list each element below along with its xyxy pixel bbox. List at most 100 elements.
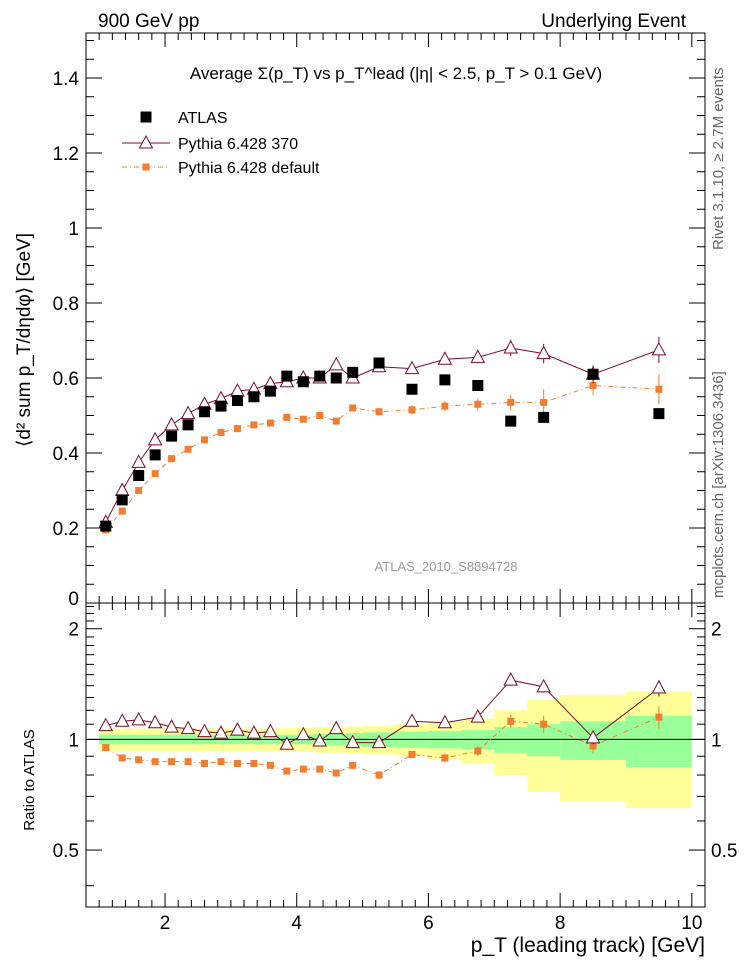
data-point [653, 408, 665, 420]
data-point [404, 713, 420, 727]
data-point [201, 436, 209, 444]
data-point [102, 744, 110, 752]
data-point [437, 714, 453, 729]
data-point [349, 761, 357, 769]
data-point [437, 351, 453, 365]
data-point [131, 454, 147, 468]
data-point [250, 421, 258, 429]
data-point [375, 408, 383, 416]
ratio-tick-label-right: 2 [711, 620, 722, 641]
data-point [98, 717, 114, 732]
data-point [540, 720, 548, 728]
data-point [184, 758, 192, 766]
main-panel: 0 0.2 0.4 0.6 0.8 1 1.2 1.4 [53, 32, 706, 907]
data-point [263, 723, 278, 738]
data-point [215, 400, 227, 412]
data-point [231, 395, 243, 406]
data-point [168, 758, 176, 766]
ratio-tick-label: 1 [68, 730, 79, 751]
data-point [316, 765, 324, 773]
data-point [248, 391, 260, 403]
data-point [151, 470, 159, 478]
ratio-tick-label-right: 0.5 [711, 841, 737, 862]
data-point [283, 413, 291, 421]
data-point [151, 758, 159, 766]
data-point [233, 425, 241, 433]
header-right-label: Underlying Event [541, 11, 686, 32]
data-point [587, 368, 599, 380]
data-point [503, 672, 519, 686]
y-tick-label: 0.2 [53, 519, 79, 540]
legend: ATLAS Pythia 6.428 370 Pythia 6.428 defaul… [122, 110, 320, 177]
legend-marker [140, 111, 152, 123]
data-point [408, 406, 416, 414]
data-point [349, 404, 357, 412]
data-point [328, 720, 344, 735]
data-point [199, 406, 211, 418]
data-point [135, 487, 143, 494]
data-point [184, 445, 192, 453]
data-point [474, 747, 482, 755]
data-point [439, 374, 451, 386]
data-point [297, 376, 309, 388]
data-point [217, 428, 225, 436]
data-point [266, 761, 274, 769]
ratio-y-axis-title: Ratio to ATLAS [21, 729, 38, 830]
ratio-tick-label-right: 1 [711, 730, 722, 751]
y-tick-label: 1.2 [53, 144, 79, 165]
data-point [299, 765, 307, 773]
y-axis-title: ⟨d² sum p_T/dηdφ⟩ [GeV] [14, 233, 35, 447]
data-point [375, 771, 383, 779]
data-point [404, 360, 420, 375]
data-point [316, 412, 324, 419]
data-point [114, 482, 130, 496]
data-point [536, 345, 552, 360]
data-point [133, 470, 145, 481]
data-point [345, 734, 361, 749]
data-point [536, 678, 552, 693]
y-tick-label: 0 [68, 589, 79, 610]
legend-label: Pythia 6.428 default [178, 160, 320, 177]
data-point [332, 417, 340, 425]
data-point [507, 398, 515, 406]
header-left-label: 900 GeV pp [98, 11, 199, 32]
data-point [505, 415, 517, 427]
series-line [105, 716, 660, 776]
data-point [651, 341, 667, 356]
series-line [105, 347, 660, 523]
data-point [168, 455, 176, 463]
data-point [114, 713, 130, 727]
y-tick-label: 1.4 [53, 69, 80, 90]
data-point [312, 732, 328, 747]
series-line [105, 384, 659, 531]
y-tick-label: 0.6 [53, 369, 79, 390]
data-point [266, 419, 274, 427]
data-point [281, 370, 293, 382]
stat-uncertainty-band [494, 727, 528, 753]
data-point [651, 679, 667, 694]
data-point [472, 380, 484, 391]
rivet-version-label: Rivet 3.1.10, ≥ 2.7M events [710, 68, 727, 251]
data-point [406, 383, 418, 395]
data-point [164, 416, 179, 431]
x-tick-label: 6 [423, 913, 434, 934]
data-point [283, 767, 291, 775]
data-point [347, 366, 359, 378]
data-point [118, 754, 126, 762]
data-point [118, 507, 126, 515]
x-axis-title: p_T (leading track) [GeV] [471, 934, 705, 957]
data-point [540, 398, 548, 406]
data-point [180, 720, 196, 735]
data-point [538, 411, 550, 423]
data-point [116, 494, 128, 506]
data-point [166, 430, 178, 442]
data-point [507, 717, 515, 725]
legend-label: ATLAS [178, 110, 228, 127]
data-point [474, 400, 482, 408]
data-point [164, 719, 179, 733]
data-point [441, 402, 449, 410]
x-tick-label: 10 [681, 913, 702, 934]
ratio-frame [85, 602, 706, 908]
analysis-watermark: ATLAS_2010_S8894728 [375, 559, 518, 574]
data-point [246, 725, 262, 739]
